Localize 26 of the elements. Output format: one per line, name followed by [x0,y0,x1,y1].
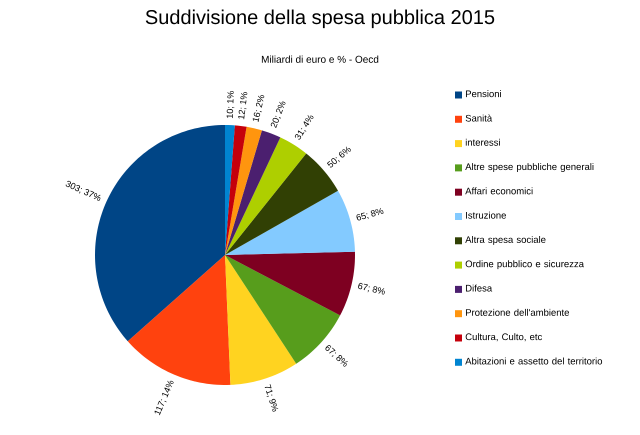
data-label: 67; 8% [358,282,385,295]
chart-title: Suddivisione della spesa pubblica 2015 [146,10,494,28]
legend-label: Istruzione [466,212,506,219]
data-label: 31; 4% [294,114,314,140]
legend-label: interessi [466,138,500,146]
legend-label: Altra spesa sociale [465,236,546,245]
data-label: 20; 2% [270,102,286,128]
data-label: 10; 1% [226,91,234,118]
legend-label: Sanità [466,114,492,122]
data-label: 65; 8% [356,208,384,220]
data-label: 71; 9% [264,384,278,412]
legend-label: Altre spese pubbliche generali [465,163,594,172]
legend-label: Pensioni [466,90,501,98]
legend-label: Abitazioni e assetto del territorio [465,357,602,364]
chart-subtitle: Miliardi di euro e % - Oecd [262,56,378,63]
data-label: 67; 8% [325,345,348,367]
data-label: 12; 1% [238,92,248,120]
legend-label: Affari economici [465,187,532,194]
data-label: 303; 37% [66,180,101,201]
data-label: 16; 2% [252,95,264,122]
legend-label: Difesa [466,284,492,292]
legend-label: Protezione dell'ambiente [466,308,570,316]
legend-label: Ordine pubblico e sicurezza [466,260,584,270]
legend-label: Cultura, Culto, etc [466,333,542,342]
data-label: 117; 14% [154,380,174,416]
data-label: 50; 6% [326,146,351,168]
